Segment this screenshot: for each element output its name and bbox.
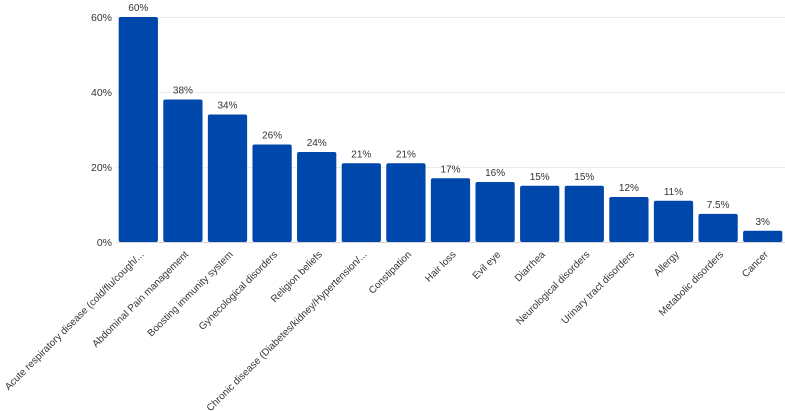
data-label: 15% xyxy=(530,172,550,183)
bar xyxy=(609,197,649,242)
x-category-label: Abdominal Pain management xyxy=(90,249,191,350)
bar xyxy=(163,99,203,242)
x-category-label: Urinary tract disorders xyxy=(560,249,637,326)
data-label: 60% xyxy=(128,3,148,14)
bar xyxy=(118,17,158,242)
bars xyxy=(118,17,783,242)
bar xyxy=(475,182,515,242)
y-tick-label: 40% xyxy=(91,87,112,99)
data-label: 12% xyxy=(619,183,639,194)
data-label: 34% xyxy=(217,101,237,112)
x-category-label: Chronic disease (Diabetes/kidney/Hyperte… xyxy=(205,249,370,411)
data-label: 21% xyxy=(351,149,371,160)
x-category-label: Allergy xyxy=(652,249,681,278)
y-tick-label: 60% xyxy=(91,12,112,24)
x-category-label: Hair loss xyxy=(423,249,458,284)
bar xyxy=(653,200,694,242)
y-axis-tick-labels: 0% 20% 40% 60% xyxy=(91,12,112,249)
data-label: 7.5% xyxy=(707,200,730,211)
data-label: 11% xyxy=(664,187,683,198)
data-label: 3% xyxy=(755,217,770,228)
bar xyxy=(207,114,248,242)
y-tick-label: 0% xyxy=(97,237,112,249)
data-label: 26% xyxy=(262,131,282,142)
x-category-label: Boosting immunity system xyxy=(146,249,236,339)
data-label: 21% xyxy=(396,149,416,160)
bar xyxy=(341,163,381,242)
data-label: 24% xyxy=(307,138,327,149)
x-category-label: Evil eye xyxy=(471,249,504,282)
x-category-label: Neurological disorders xyxy=(514,249,592,327)
x-axis-category-labels: Acute respiratory disease (cold/flu/coug… xyxy=(3,249,771,411)
bar xyxy=(698,213,738,242)
bar xyxy=(430,178,471,242)
bar xyxy=(386,163,426,242)
x-category-label: Diarrhea xyxy=(513,249,548,284)
bar xyxy=(297,152,337,242)
bar xyxy=(564,185,604,242)
data-labels: 60% 38% 34% 26% 24% 21% 21% 17% 16% 15% 15% 12% 11% 7… xyxy=(128,3,770,228)
data-label: 16% xyxy=(485,168,505,179)
bar xyxy=(743,230,783,242)
bar xyxy=(252,144,292,242)
y-tick-label: 20% xyxy=(91,162,112,174)
data-label: 15% xyxy=(574,172,594,183)
x-category-label: Gynecological disorders xyxy=(197,249,280,332)
data-label: 17% xyxy=(440,164,460,175)
x-category-label: Constipation xyxy=(367,249,414,296)
x-category-label: Cancer xyxy=(740,249,771,280)
data-label: 38% xyxy=(173,86,193,97)
bar xyxy=(520,185,560,242)
